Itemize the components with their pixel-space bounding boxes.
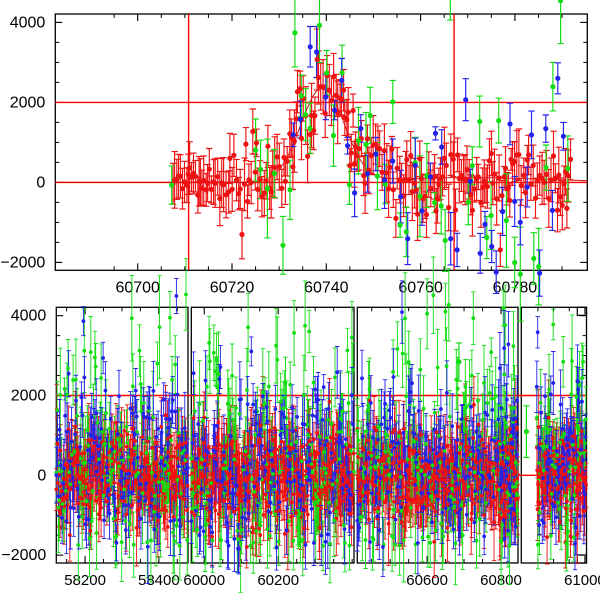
- svg-text:60200: 60200: [257, 572, 299, 589]
- svg-text:4000: 4000: [11, 308, 47, 325]
- svg-text:−2000: −2000: [1, 547, 46, 564]
- svg-text:58200: 58200: [64, 572, 106, 589]
- svg-text:58400: 58400: [138, 572, 180, 589]
- svg-text:4000: 4000: [10, 14, 46, 31]
- svg-text:61000: 61000: [564, 572, 600, 589]
- svg-text:−2000: −2000: [0, 254, 45, 271]
- svg-text:0: 0: [37, 467, 46, 484]
- svg-text:60600: 60600: [406, 572, 448, 589]
- svg-text:60700: 60700: [115, 279, 160, 296]
- svg-text:2000: 2000: [11, 387, 47, 404]
- svg-text:60000: 60000: [183, 572, 225, 589]
- svg-text:0: 0: [36, 174, 45, 191]
- svg-text:2000: 2000: [10, 94, 46, 111]
- svg-text:60740: 60740: [304, 279, 349, 296]
